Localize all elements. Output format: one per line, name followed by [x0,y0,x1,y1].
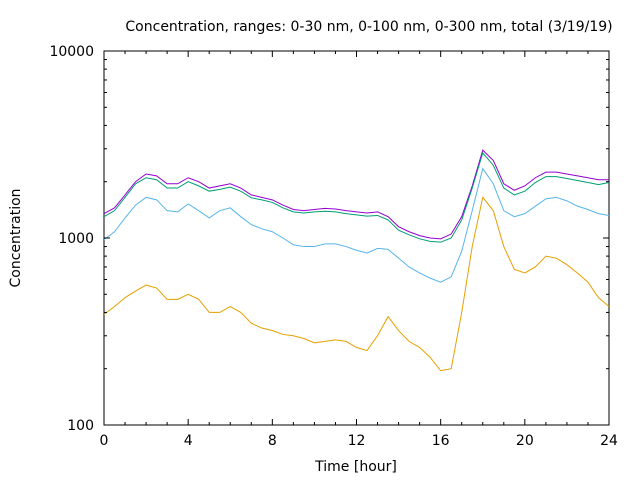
x-axis-label: Time [hour] [314,459,397,475]
series-line-3 [103,167,610,283]
x-tick-label: 24 [600,433,618,449]
y-tick-label: 1000 [58,231,94,247]
y-axis-label: Concentration [8,188,24,287]
series-group [103,149,610,372]
x-tick-label: 8 [268,433,277,449]
series-line-2 [103,151,610,243]
x-tick-label: 20 [516,433,534,449]
series-line-1 [103,149,609,240]
y-tick-label: 10000 [49,44,94,60]
x-tick-label: 12 [348,433,366,449]
plot-frame [103,50,610,426]
x-tick-label: 4 [184,433,193,449]
chart-title: Concentration, ranges: 0-30 nm, 0-100 nm… [125,19,612,35]
series-line-4 [103,196,610,372]
y-tick-label: 100 [67,418,94,434]
x-tick-label: 0 [100,433,109,449]
axis-ticks: 0 4 8 12 16 20 24 100 1000 10000 [49,44,618,449]
x-tick-label: 16 [432,433,450,449]
